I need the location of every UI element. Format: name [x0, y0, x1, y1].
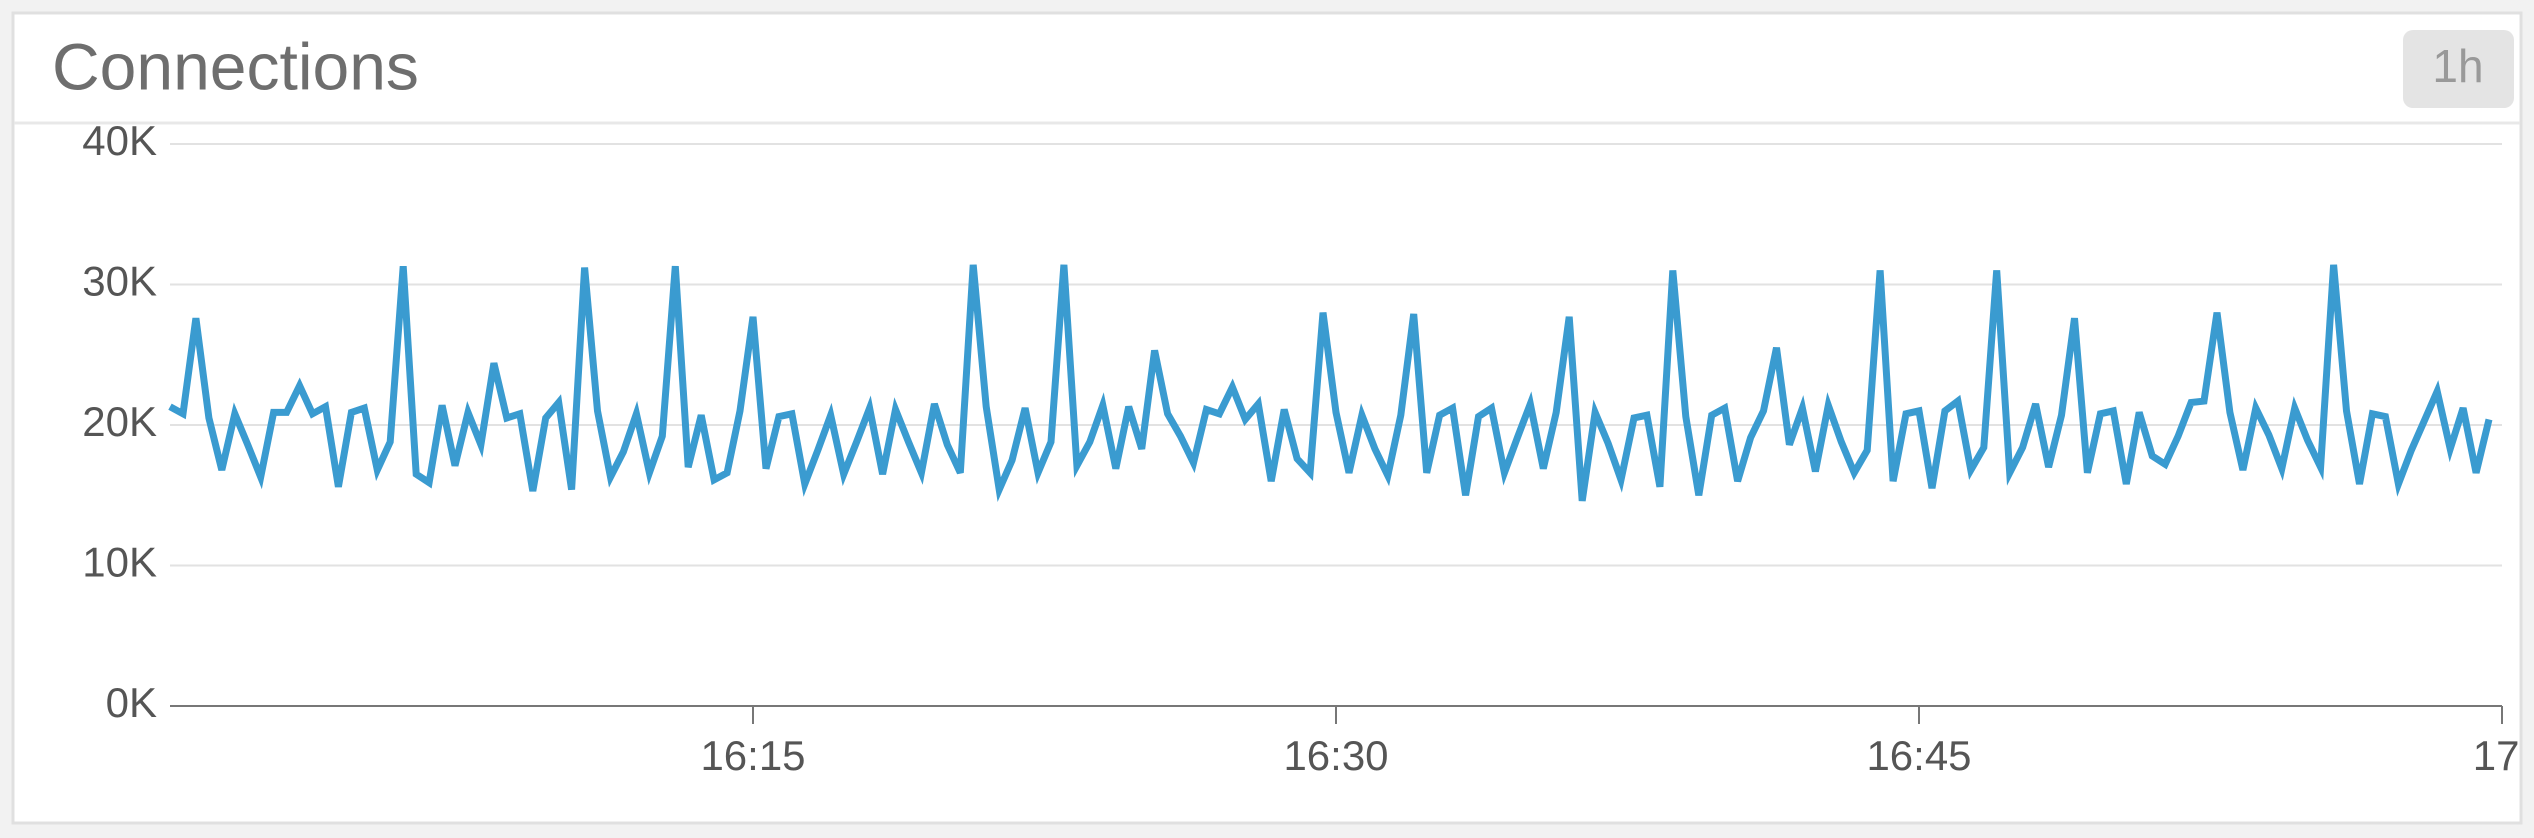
widget-title: Connections — [52, 29, 419, 103]
y-tick-label: 20K — [82, 398, 157, 445]
x-tick-label: 16:30 — [1283, 732, 1388, 779]
y-tick-label: 10K — [82, 539, 157, 586]
x-tick-label: 17: — [2473, 732, 2531, 779]
y-tick-label: 30K — [82, 258, 157, 305]
y-tick-label: 0K — [106, 679, 157, 726]
x-tick-label: 16:45 — [1866, 732, 1971, 779]
y-tick-label: 40K — [82, 117, 157, 164]
connections-line — [168, 264, 2493, 502]
time-range-label[interactable]: 1h — [2432, 40, 2483, 92]
time-range-button[interactable] — [2403, 30, 2514, 108]
x-tick-label: 16:15 — [700, 732, 805, 779]
plot: 0K 10K 20K 30K 40K 16:15 16:30 16:45 17: — [82, 117, 2531, 779]
